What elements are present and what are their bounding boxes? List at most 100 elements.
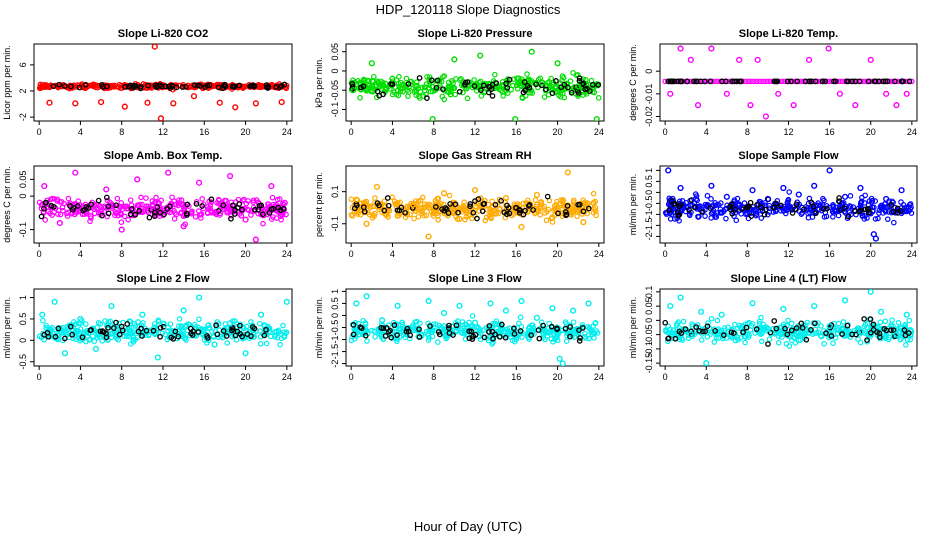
cloud-point xyxy=(129,330,135,337)
overlay-point xyxy=(116,331,123,338)
data-point xyxy=(252,100,259,107)
cloud-point xyxy=(906,317,913,324)
overlay-point xyxy=(561,81,568,88)
data-point xyxy=(841,193,849,200)
x-tick-label: 20 xyxy=(866,127,876,137)
overlay-point xyxy=(382,333,389,339)
cloud-point xyxy=(529,206,536,212)
points xyxy=(662,45,915,120)
x-tick-label: 0 xyxy=(349,372,354,382)
cloud-point xyxy=(686,212,693,219)
cloud-point xyxy=(504,90,511,96)
panel-4: Slope Amb. Box Temp. degrees C per min. 0 4… xyxy=(2,150,293,259)
overlay-point xyxy=(138,325,144,332)
x-tick-label: 24 xyxy=(907,372,917,382)
overlay-point xyxy=(61,83,68,89)
y-tick-label: -0.5 xyxy=(330,320,340,336)
overlay-point xyxy=(452,201,459,208)
x-tick-label: 12 xyxy=(470,127,480,137)
overlay-point xyxy=(383,325,390,331)
cloud-point xyxy=(200,327,207,333)
y-tick-label: 1 xyxy=(644,168,654,173)
x-tick-label: 24 xyxy=(907,249,917,259)
overlay-point xyxy=(707,78,714,85)
cloud-point xyxy=(232,318,238,324)
cloud-point xyxy=(555,88,561,95)
overlay-point xyxy=(184,201,191,208)
y-axis-label: Licor ppm per min. xyxy=(2,45,12,120)
overlay-point xyxy=(275,204,282,211)
cloud-point xyxy=(462,216,468,223)
data-point xyxy=(134,176,141,183)
cloud-point xyxy=(582,330,588,337)
cloud-point xyxy=(406,83,412,90)
cloud-point xyxy=(411,89,418,95)
cloud-point xyxy=(79,336,86,343)
overlay-point xyxy=(157,82,163,88)
overlay-point xyxy=(549,90,556,97)
overlay-point xyxy=(486,323,493,329)
cloud-point xyxy=(820,195,826,202)
overlay-point xyxy=(521,79,528,85)
cloud-point xyxy=(489,198,495,205)
overlay-point xyxy=(239,206,245,213)
cloud-point xyxy=(477,327,483,333)
cloud-point xyxy=(113,335,120,342)
overlay-point xyxy=(230,84,237,90)
overlay-point xyxy=(403,328,410,335)
overlay-point xyxy=(157,209,163,216)
overlay-point xyxy=(405,81,412,87)
cloud-point xyxy=(84,327,91,334)
cloud-point xyxy=(785,317,791,324)
overlay-point xyxy=(665,335,671,342)
data-point xyxy=(118,226,125,233)
data-point xyxy=(409,324,417,331)
x-tick-label: 16 xyxy=(511,127,521,137)
cloud-point xyxy=(786,343,793,349)
cloud-point xyxy=(397,88,404,95)
cloud-point xyxy=(542,329,548,335)
overlay-point xyxy=(765,341,771,347)
overlay-point xyxy=(74,203,81,209)
y-tick-label: 0 xyxy=(644,190,654,195)
overlay-point xyxy=(183,83,189,90)
y-tick-label: 0 xyxy=(644,69,654,74)
data-point xyxy=(556,355,563,362)
cloud-point xyxy=(435,212,441,219)
overlay-point xyxy=(761,211,768,218)
cloud-point xyxy=(65,195,72,202)
x-tick-label: 8 xyxy=(431,249,436,259)
overlay-point xyxy=(499,321,505,328)
cloud-point xyxy=(756,78,763,85)
panel-6: Slope Sample Flow ml/min per min. 0 4 8 12 16 2… xyxy=(628,150,918,259)
overlay-point xyxy=(468,328,475,335)
x-tick-label: 4 xyxy=(704,372,709,382)
points xyxy=(36,294,290,361)
overlay-point xyxy=(103,194,110,201)
overlay-point xyxy=(402,209,408,216)
cloud-point xyxy=(711,339,718,345)
cloud-point xyxy=(118,211,124,218)
cloud-point xyxy=(764,78,771,85)
overlay-point xyxy=(52,333,59,340)
data-point xyxy=(226,320,234,327)
overlay-point xyxy=(251,83,258,90)
data-point xyxy=(77,315,84,323)
cloud-point xyxy=(353,327,360,333)
cloud-point xyxy=(412,319,418,325)
cloud-point xyxy=(695,325,702,331)
data-point xyxy=(867,56,874,63)
data-point xyxy=(144,99,151,106)
x-tick-label: 16 xyxy=(511,372,521,382)
overlay-point xyxy=(590,81,596,88)
cloud-point xyxy=(72,211,78,218)
x-tick-label: 20 xyxy=(866,372,876,382)
cloud-point xyxy=(132,323,139,329)
cloud-point xyxy=(169,194,175,201)
x-tick-label: 12 xyxy=(158,127,168,137)
data-point xyxy=(46,99,53,106)
data-point xyxy=(389,75,396,82)
overlay-point xyxy=(676,203,683,210)
overlay-point xyxy=(905,330,912,336)
overlay-point xyxy=(416,334,423,340)
